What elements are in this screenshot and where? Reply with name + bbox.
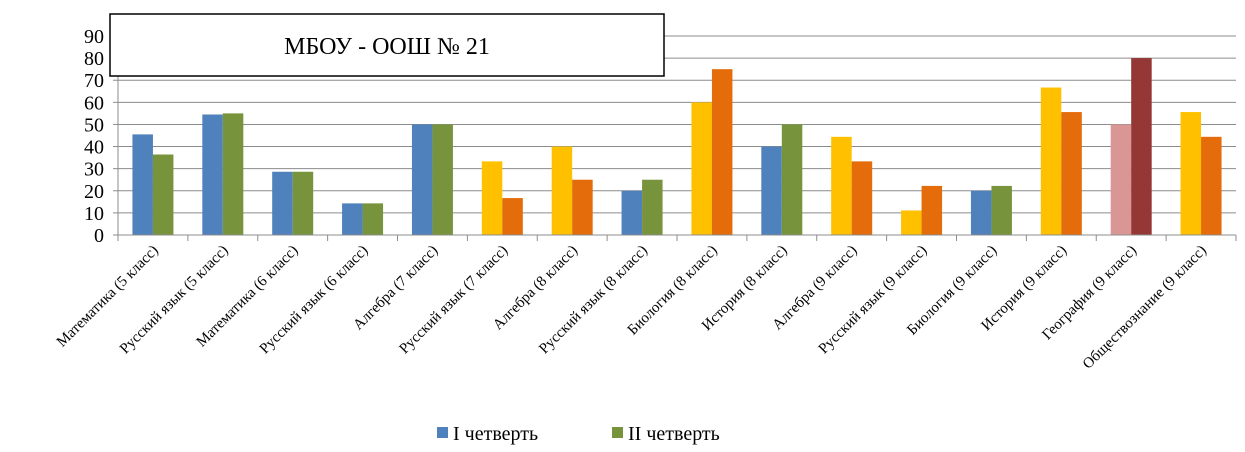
- y-tick-label: 60: [84, 92, 104, 114]
- bar-series-1-cat-9: [691, 102, 712, 235]
- y-tick-label: 10: [84, 203, 104, 225]
- legend-label-2: II четверть: [628, 423, 720, 445]
- bar-series-1-cat-16: [1180, 112, 1202, 235]
- bar-series-2-cat-14: [1061, 112, 1082, 235]
- legend-swatch-1: [437, 427, 448, 438]
- chart-title: МБОУ - ООШ № 21: [284, 34, 490, 60]
- bar-series-1-cat-11: [831, 136, 852, 235]
- y-tick-label: 50: [84, 114, 104, 136]
- bar-series-1-cat-10: [761, 146, 782, 235]
- y-tick-label: 80: [84, 48, 104, 70]
- y-tick-label: 90: [84, 26, 104, 48]
- bar-series-2-cat-8: [642, 179, 663, 235]
- legend-label-1: I четверть: [453, 423, 538, 445]
- bar-series-2-cat-6: [502, 198, 523, 235]
- bar-series-2-cat-15: [1131, 58, 1152, 235]
- y-tick-label: 70: [84, 70, 104, 92]
- bar-series-2-cat-4: [362, 203, 384, 235]
- bar-series-2-cat-13: [991, 185, 1012, 235]
- bar-series-1-cat-7: [551, 146, 573, 235]
- bar-series-2-cat-3: [292, 171, 314, 235]
- bar-series-2-cat-12: [921, 185, 943, 235]
- bar-series-1-cat-8: [621, 190, 643, 235]
- category-label: Обществознание (9 класс): [1080, 243, 1210, 373]
- y-tick-label: 30: [84, 159, 104, 181]
- category-labels: Математика (5 класс)Русский язык (5 клас…: [54, 243, 1210, 373]
- y-tick-label: 20: [84, 181, 104, 203]
- bar-series-2-cat-11: [851, 161, 873, 235]
- bar-series-1-cat-5: [411, 124, 433, 235]
- legend: I четверть II четверть: [437, 423, 720, 445]
- bar-series-1-cat-15: [1110, 124, 1132, 235]
- bar-series-1-cat-6: [481, 161, 503, 235]
- title-box-frame: [109, 13, 665, 77]
- legend-swatch-2: [612, 427, 623, 438]
- bar-series-1-cat-2: [202, 114, 223, 235]
- bar-series-2-cat-7: [572, 179, 593, 235]
- bar-series-1-cat-13: [970, 190, 992, 235]
- bar-series-1-cat-3: [272, 171, 293, 235]
- bar-series-1-cat-4: [342, 203, 363, 235]
- bar-series-1-cat-14: [1040, 87, 1062, 235]
- bar-series-2-cat-16: [1201, 136, 1222, 235]
- bar-series-1-cat-1: [132, 134, 153, 235]
- bar-series-2-cat-9: [711, 69, 733, 236]
- title-box: МБОУ - ООШ № 21: [109, 13, 665, 77]
- bars: [132, 58, 1222, 236]
- bar-series-2-cat-2: [222, 113, 244, 235]
- y-tick-label: 0: [94, 225, 104, 247]
- bar-series-2-cat-10: [781, 124, 803, 235]
- bar-series-2-cat-1: [152, 154, 174, 235]
- bar-series-1-cat-12: [901, 210, 922, 235]
- y-tick-label: 40: [84, 137, 104, 159]
- bar-series-2-cat-5: [432, 124, 453, 235]
- axes: [113, 34, 1237, 241]
